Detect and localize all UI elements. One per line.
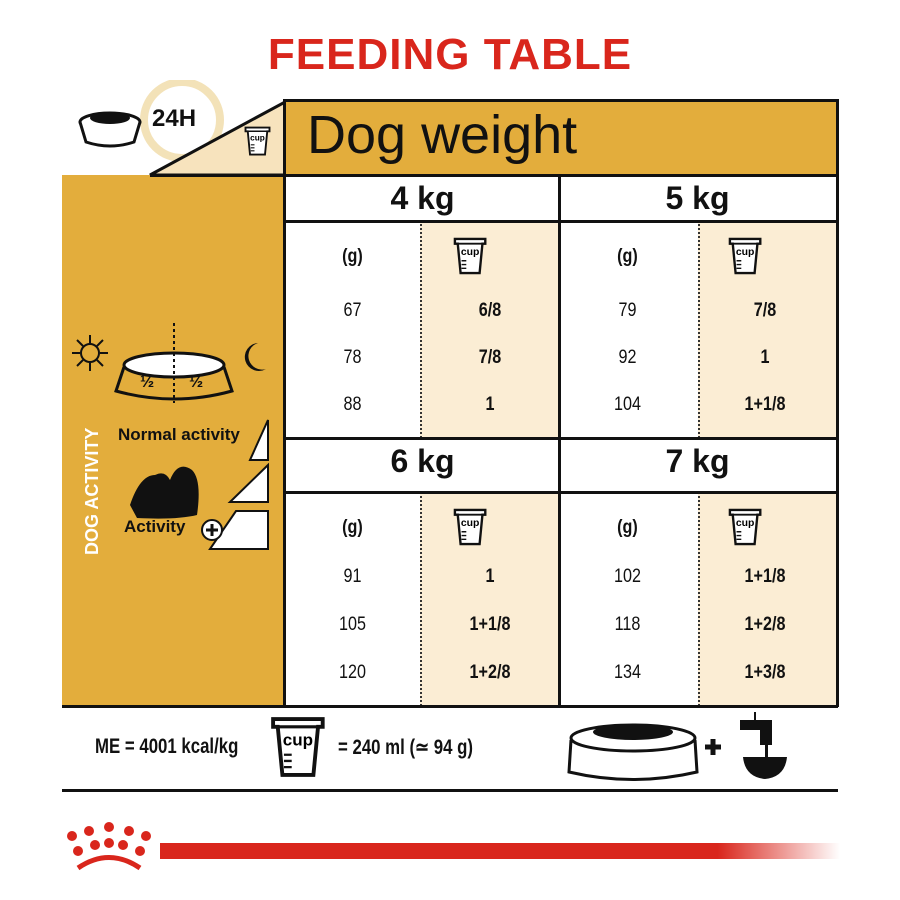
dog-activity-label: DOG ACTIVITY (82, 427, 102, 555)
grams-value: 120 (339, 662, 366, 683)
bowl-plus-water-icons (567, 712, 787, 781)
cup-icon-large: cup (270, 716, 326, 778)
svg-text:cup: cup (736, 247, 755, 258)
grams-value: 88 (343, 394, 362, 415)
royal-canin-crown-logo (67, 822, 151, 871)
dog-weight-header: Dog weight (285, 100, 838, 175)
brand-bar (160, 843, 840, 859)
cup-value: 1 (485, 566, 495, 587)
dog-weight-title: Dog weight (307, 105, 578, 165)
sidebar-icons (72, 323, 269, 550)
dog-silhouette-icon (130, 466, 199, 519)
svg-text:cup: cup (736, 518, 755, 529)
cup-value: 1+1/8 (469, 614, 511, 635)
food-bowl-icon (567, 723, 699, 781)
grams-column-header: (g) (617, 246, 638, 267)
sidebar (62, 175, 285, 706)
cup-value: 7/8 (753, 300, 777, 321)
svg-text:cup: cup (461, 247, 480, 258)
cup-icon: cup (728, 508, 762, 546)
moon-icon (244, 343, 266, 371)
cup-value: 1 (485, 394, 495, 415)
grams-column-header: (g) (342, 517, 363, 538)
cup-value: 1 (760, 347, 770, 368)
grams-value: 102 (614, 566, 641, 587)
cup-value: 1+3/8 (744, 662, 786, 683)
grams-value: 67 (343, 300, 362, 321)
header-icons (78, 80, 287, 177)
grams-value: 104 (614, 394, 641, 415)
activity-level-low (248, 419, 269, 461)
svg-text:cup: cup (461, 518, 480, 529)
weight-header: 7 kg (665, 443, 730, 479)
grams-value: 91 (343, 566, 362, 587)
cup-icon: cup (453, 237, 487, 275)
grams-value: 78 (343, 347, 362, 368)
svg-text:cup: cup (250, 133, 265, 142)
cup-value: 6/8 (478, 300, 502, 321)
activity-label: Activity (124, 517, 186, 536)
food-bowl-icon (78, 111, 142, 148)
cup-icon: cup (453, 508, 487, 546)
half-right: ½ (189, 372, 204, 391)
sun-icon (72, 335, 108, 371)
cup-value: 1+1/8 (744, 566, 786, 587)
period-label: 24H (152, 105, 197, 132)
grams-column-header: (g) (617, 517, 638, 538)
normal-activity-label: Normal activity (118, 425, 240, 444)
grams-column-header: (g) (342, 246, 363, 267)
half-left: ½ (140, 372, 155, 391)
grams-value: 134 (614, 662, 641, 683)
activity-level-mid (227, 462, 269, 503)
plus-icon (705, 739, 721, 755)
water-tap-icon (740, 712, 787, 779)
grams-value: 105 (339, 614, 366, 635)
split-bowl-icon (114, 323, 234, 403)
cup-equivalent-text: = 240 ml (≃ 94 g) (338, 736, 473, 759)
cup-value: 1+2/8 (469, 662, 511, 683)
cup-value: 7/8 (478, 347, 502, 368)
cup-icon: cup (244, 126, 271, 156)
svg-text:cup: cup (283, 730, 313, 749)
weight-header: 6 kg (390, 443, 455, 479)
weight-header: 4 kg (390, 180, 455, 216)
cup-icon: cup (728, 237, 762, 275)
weight-header: 5 kg (665, 180, 730, 216)
grams-value: 79 (618, 300, 637, 321)
cup-value: 1+1/8 (744, 394, 786, 415)
energy-text: ME = 4001 kcal/kg (95, 735, 239, 758)
activity-level-high (208, 510, 269, 550)
page-title: FEEDING TABLE (267, 30, 633, 79)
grams-value: 92 (618, 347, 637, 368)
cup-value: 1+2/8 (744, 614, 786, 635)
grams-value: 118 (614, 614, 641, 635)
